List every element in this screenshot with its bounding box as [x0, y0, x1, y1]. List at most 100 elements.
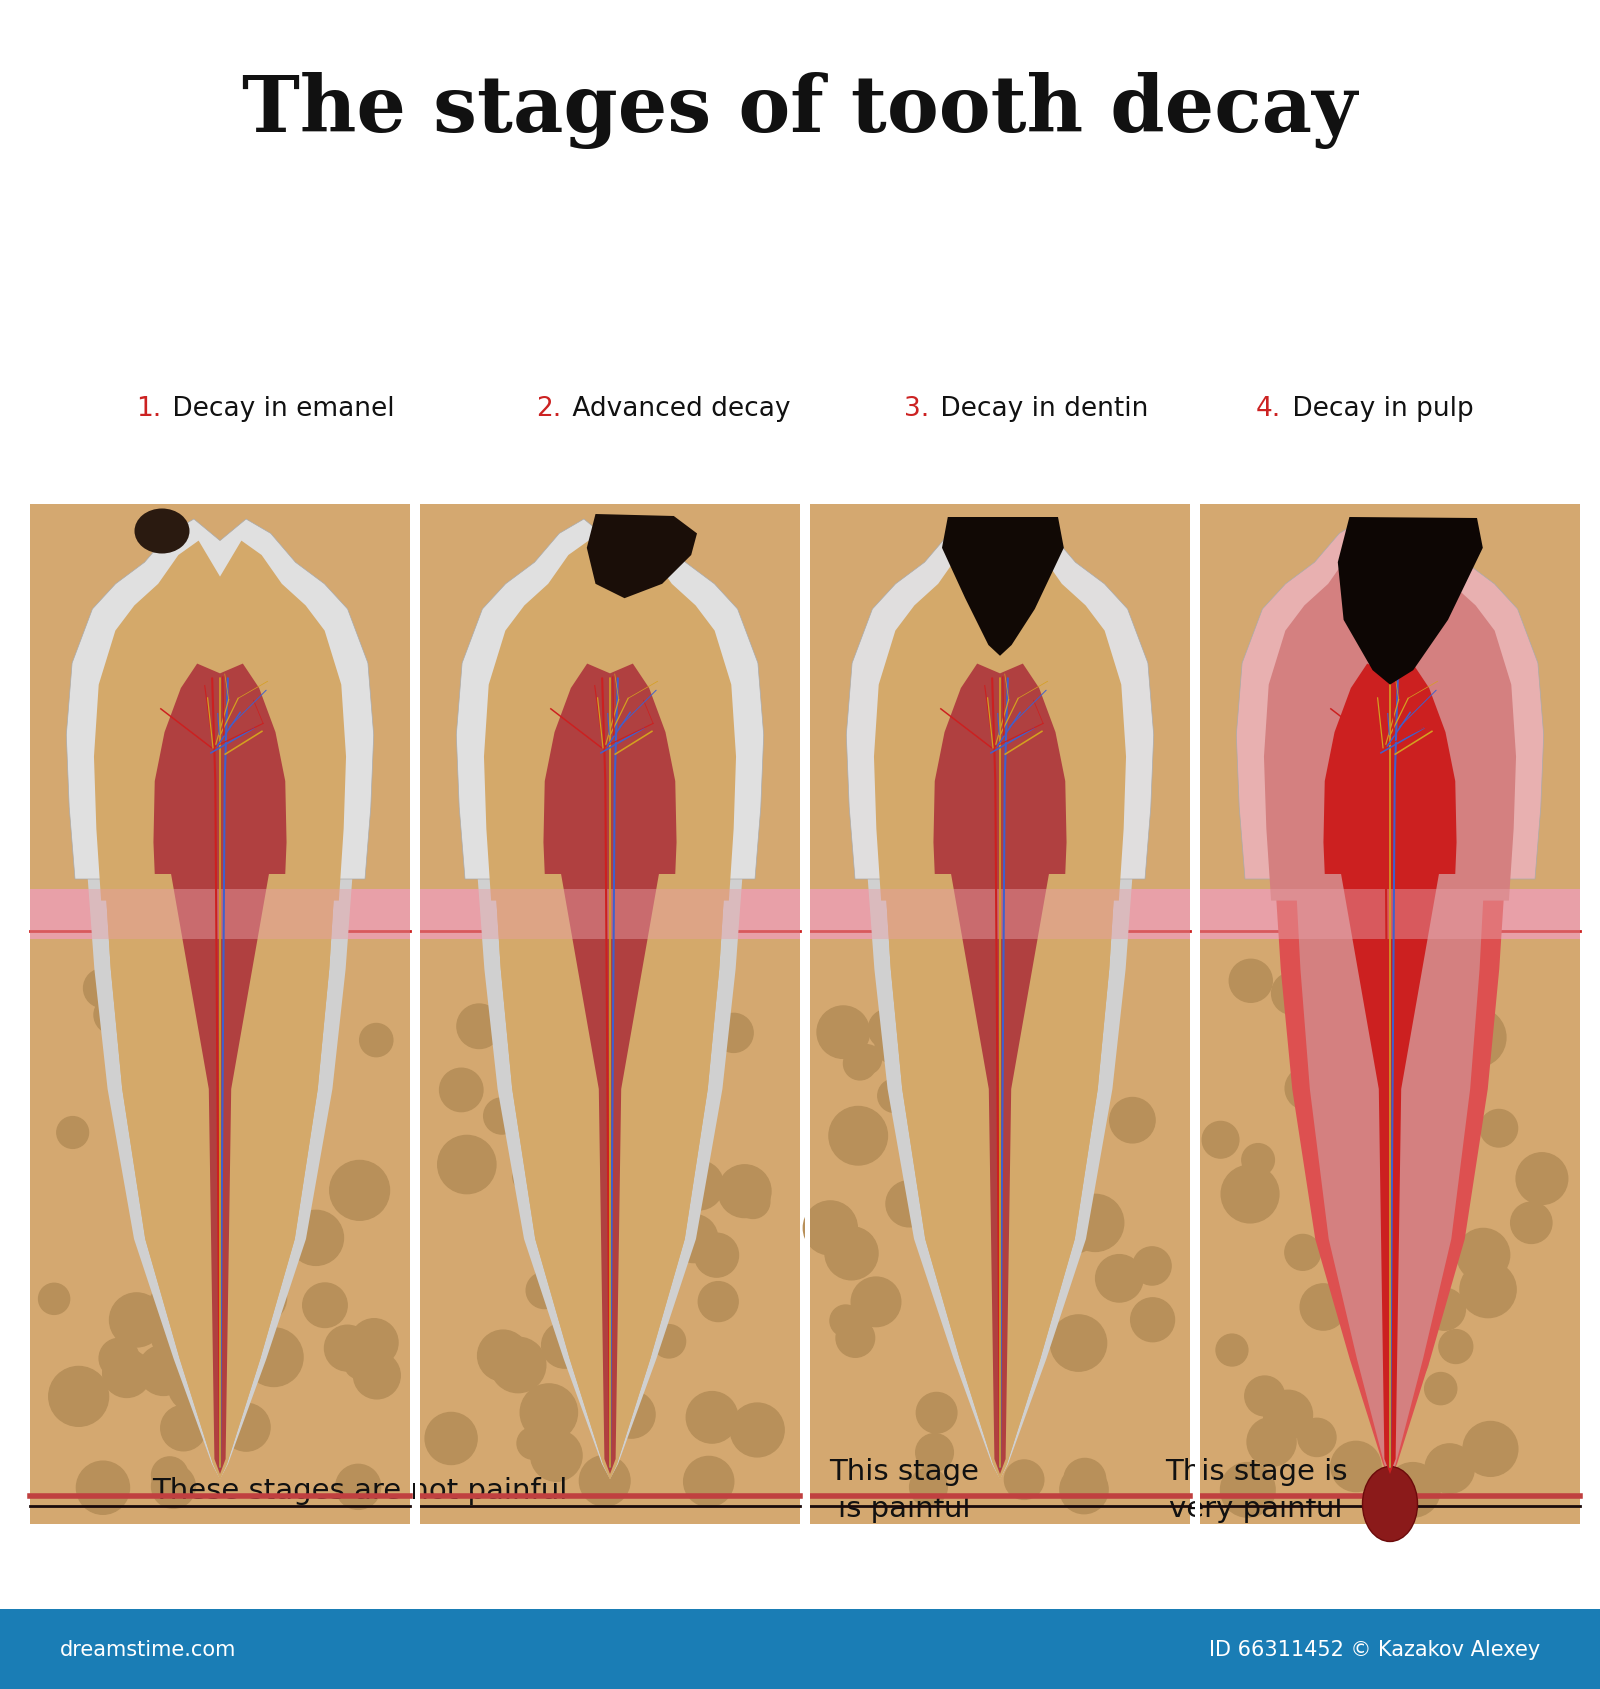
Circle shape — [1517, 1154, 1568, 1204]
Circle shape — [1229, 959, 1272, 1003]
Circle shape — [1374, 1252, 1424, 1299]
Circle shape — [605, 995, 662, 1051]
Circle shape — [962, 1044, 998, 1079]
Polygon shape — [126, 880, 314, 1480]
Bar — [1195, 505, 1200, 1523]
Circle shape — [138, 1346, 189, 1395]
Circle shape — [517, 1427, 549, 1459]
Circle shape — [426, 1412, 477, 1464]
Polygon shape — [478, 880, 742, 1480]
Circle shape — [1386, 1007, 1437, 1057]
Circle shape — [1382, 1466, 1430, 1515]
Circle shape — [344, 1350, 374, 1378]
Circle shape — [910, 1468, 947, 1507]
Circle shape — [133, 1051, 174, 1091]
Circle shape — [1050, 1316, 1107, 1371]
Circle shape — [1264, 1390, 1312, 1439]
Polygon shape — [1275, 880, 1506, 1480]
Circle shape — [547, 1059, 602, 1113]
Circle shape — [851, 1045, 882, 1074]
Circle shape — [843, 1047, 877, 1081]
Polygon shape — [867, 880, 1133, 1480]
Polygon shape — [106, 880, 334, 1480]
Circle shape — [102, 1350, 150, 1397]
Bar — [810, 890, 1190, 939]
Text: Decay in pulp: Decay in pulp — [1283, 395, 1474, 422]
Circle shape — [360, 1024, 394, 1057]
Polygon shape — [885, 880, 1115, 1480]
Circle shape — [1376, 1096, 1424, 1143]
Circle shape — [325, 1326, 370, 1371]
Circle shape — [926, 1182, 963, 1219]
Bar — [1200, 890, 1581, 939]
Circle shape — [829, 1106, 888, 1165]
Text: 1.: 1. — [136, 395, 162, 422]
Circle shape — [530, 1211, 566, 1246]
Circle shape — [152, 1317, 190, 1356]
Circle shape — [477, 1331, 528, 1382]
Circle shape — [1221, 1165, 1278, 1223]
Bar — [810, 890, 1190, 939]
Circle shape — [1246, 1417, 1296, 1466]
Circle shape — [99, 1338, 139, 1378]
Text: These stages are not painful: These stages are not painful — [152, 1476, 568, 1503]
Circle shape — [1272, 973, 1314, 1015]
Circle shape — [1013, 1098, 1050, 1135]
Circle shape — [653, 1324, 685, 1358]
Circle shape — [1424, 1373, 1456, 1405]
Circle shape — [1010, 1182, 1062, 1236]
Circle shape — [1003, 998, 1050, 1042]
Circle shape — [133, 1170, 181, 1218]
Circle shape — [674, 1160, 723, 1211]
Circle shape — [168, 1358, 222, 1412]
Polygon shape — [494, 880, 725, 1480]
Bar — [30, 505, 410, 1523]
Circle shape — [539, 1201, 589, 1250]
Circle shape — [178, 1040, 227, 1089]
Circle shape — [1067, 1194, 1123, 1252]
Circle shape — [518, 1145, 565, 1191]
Circle shape — [608, 1392, 654, 1439]
Circle shape — [669, 1214, 718, 1263]
Circle shape — [730, 1404, 784, 1458]
Ellipse shape — [134, 508, 189, 554]
Circle shape — [288, 1211, 344, 1265]
Circle shape — [914, 1142, 952, 1182]
Bar — [414, 505, 419, 1523]
Polygon shape — [846, 520, 1154, 880]
Circle shape — [211, 986, 266, 1040]
Bar — [30, 890, 410, 939]
Circle shape — [302, 1284, 347, 1328]
Circle shape — [1245, 1377, 1285, 1415]
Circle shape — [222, 1404, 270, 1451]
Bar — [1200, 890, 1581, 939]
Circle shape — [973, 1165, 1029, 1221]
Circle shape — [851, 1277, 901, 1328]
Text: 4.: 4. — [1256, 395, 1282, 422]
Ellipse shape — [1363, 1466, 1418, 1542]
Circle shape — [875, 1025, 914, 1064]
Circle shape — [536, 1253, 576, 1294]
Circle shape — [837, 1319, 875, 1358]
Circle shape — [1510, 1203, 1552, 1243]
Circle shape — [622, 1066, 666, 1108]
Circle shape — [1334, 997, 1394, 1056]
Circle shape — [1480, 1110, 1517, 1147]
Circle shape — [878, 1079, 910, 1113]
Circle shape — [514, 1162, 542, 1192]
Circle shape — [141, 1165, 179, 1203]
Polygon shape — [106, 880, 334, 1480]
Polygon shape — [1237, 520, 1544, 880]
Circle shape — [179, 1270, 230, 1321]
Circle shape — [683, 1456, 734, 1507]
Circle shape — [974, 1132, 1022, 1179]
Circle shape — [1131, 1299, 1174, 1341]
Circle shape — [1216, 1334, 1248, 1366]
Circle shape — [915, 1434, 954, 1471]
Circle shape — [1096, 1255, 1142, 1302]
Circle shape — [1445, 971, 1480, 1007]
Circle shape — [438, 1135, 496, 1194]
Text: 3.: 3. — [904, 395, 930, 422]
Circle shape — [579, 1456, 630, 1507]
Text: ID 66311452 © Kazakov Alexey: ID 66311452 © Kazakov Alexey — [1208, 1638, 1539, 1659]
